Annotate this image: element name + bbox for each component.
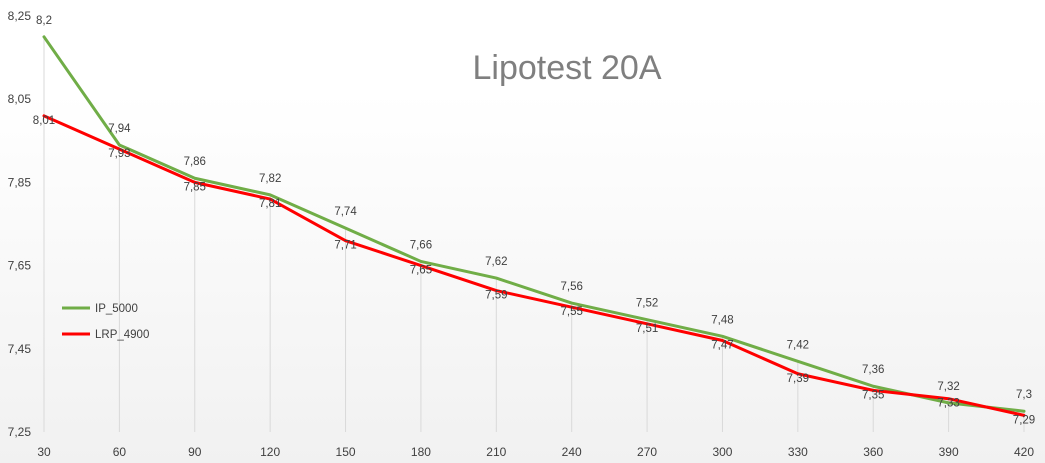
- legend-label: IP_5000: [95, 303, 138, 315]
- data-label-lrp_4900: 7,65: [410, 265, 432, 277]
- data-label-lrp_4900: 7,59: [485, 290, 507, 302]
- data-label-lrp_4900: 7,33: [937, 398, 959, 410]
- data-label-lrp_4900: 7,85: [184, 181, 206, 193]
- data-label-ip_5000: 8,2: [36, 15, 52, 27]
- y-tick-label: 8,25: [8, 9, 32, 23]
- data-label-lrp_4900: 7,55: [560, 306, 582, 318]
- data-label-ip_5000: 7,82: [259, 173, 281, 185]
- data-label-ip_5000: 7,74: [334, 206, 357, 218]
- data-label-ip_5000: 7,86: [184, 156, 206, 168]
- data-label-lrp_4900: 7,29: [1013, 414, 1035, 426]
- x-tick-label: 210: [486, 445, 506, 459]
- y-tick-label: 7,45: [8, 342, 32, 356]
- data-label-lrp_4900: 8,01: [33, 115, 55, 127]
- y-tick-label: 7,25: [8, 425, 32, 439]
- x-tick-label: 60: [113, 445, 127, 459]
- x-tick-label: 120: [260, 445, 280, 459]
- data-label-lrp_4900: 7,81: [259, 198, 281, 210]
- data-label-ip_5000: 7,32: [937, 381, 959, 393]
- series-line-lrp_4900: [42, 114, 1026, 417]
- data-label-lrp_4900: 7,35: [862, 389, 884, 401]
- data-label-lrp_4900: 7,93: [108, 148, 130, 160]
- x-tick-label: 240: [562, 445, 582, 459]
- x-tick-label: 180: [411, 445, 431, 459]
- series-line-ip_5000: [42, 35, 1026, 413]
- data-label-ip_5000: 7,36: [862, 364, 884, 376]
- x-tick-label: 330: [788, 445, 808, 459]
- data-label-ip_5000: 7,62: [485, 256, 507, 268]
- x-tick-label: 420: [1014, 445, 1034, 459]
- x-tick-label: 390: [939, 445, 959, 459]
- data-label-lrp_4900: 7,39: [787, 373, 809, 385]
- data-label-ip_5000: 7,52: [636, 298, 658, 310]
- x-tick-label: 30: [37, 445, 51, 459]
- legend-label: LRP_4900: [95, 329, 149, 341]
- y-tick-label: 7,65: [8, 259, 32, 273]
- x-tick-label: 300: [712, 445, 732, 459]
- data-label-lrp_4900: 7,71: [334, 240, 356, 252]
- x-tick-label: 360: [863, 445, 883, 459]
- x-tick-label: 90: [188, 445, 202, 459]
- y-tick-label: 7,85: [8, 175, 32, 189]
- data-label-lrp_4900: 7,51: [636, 323, 658, 335]
- data-label-ip_5000: 7,94: [108, 123, 131, 135]
- y-tick-label: 8,05: [8, 92, 32, 106]
- x-tick-label: 150: [336, 445, 356, 459]
- chart-title: Lipotest 20A: [472, 49, 661, 87]
- data-label-ip_5000: 7,48: [711, 314, 733, 326]
- data-label-ip_5000: 7,66: [410, 239, 432, 251]
- data-label-ip_5000: 7,56: [560, 281, 582, 293]
- x-tick-label: 270: [637, 445, 657, 459]
- data-label-ip_5000: 7,3: [1016, 389, 1032, 401]
- data-label-lrp_4900: 7,47: [711, 339, 733, 351]
- data-label-ip_5000: 7,42: [787, 339, 809, 351]
